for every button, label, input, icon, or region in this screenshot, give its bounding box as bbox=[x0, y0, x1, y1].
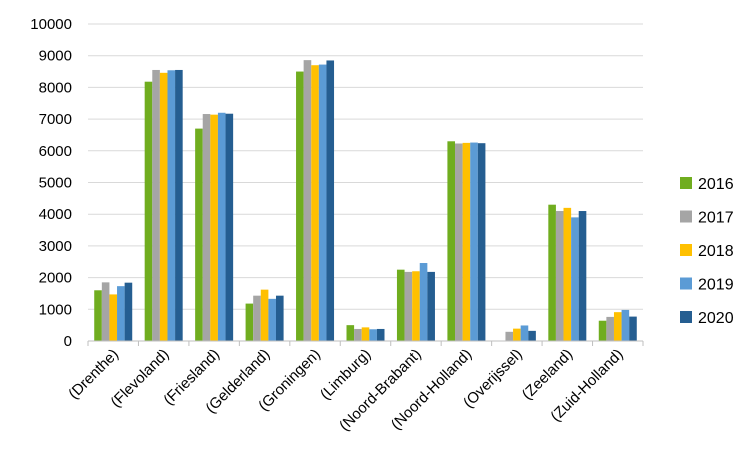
legend-swatch bbox=[680, 210, 692, 223]
bar-2020 bbox=[275, 295, 284, 341]
bar-2017 bbox=[202, 114, 211, 341]
legend-swatch bbox=[680, 244, 692, 256]
bar-2017 bbox=[404, 271, 413, 341]
bar-2016 bbox=[245, 303, 254, 341]
legend-label: 2017 bbox=[698, 210, 734, 227]
y-axis-tick-labels: 0 1000 2000 3000 4000 5000 6000 7000 8000 9000 100… bbox=[30, 16, 72, 350]
y-tick-label: 3000 bbox=[39, 238, 72, 255]
bar-2017 bbox=[354, 328, 362, 341]
bar-2018 bbox=[513, 328, 521, 341]
bar-2018 bbox=[412, 271, 420, 341]
legend-label: 2016 bbox=[698, 176, 734, 193]
y-tick-label: 1000 bbox=[39, 301, 72, 318]
bar-2016 bbox=[548, 204, 556, 341]
bar-2020 bbox=[427, 271, 435, 341]
legend-label: 2020 bbox=[698, 310, 734, 327]
y-tick-label: 10000 bbox=[30, 16, 72, 33]
bar-2018 bbox=[260, 289, 269, 341]
bar-2020 bbox=[528, 330, 536, 341]
bar-2019 bbox=[520, 325, 529, 341]
bar-2019 bbox=[318, 64, 327, 342]
bar-2019 bbox=[621, 309, 630, 341]
bar-2020 bbox=[124, 282, 133, 341]
y-tick-label: 6000 bbox=[39, 143, 72, 160]
x-axis-category-labels: (Drenthe)(Flevoland)(Friesland)(Gelderla… bbox=[65, 346, 626, 435]
bar-2020 bbox=[578, 211, 587, 341]
bar-2020 bbox=[225, 113, 234, 341]
bar-2020 bbox=[629, 316, 637, 341]
bar-2018 bbox=[210, 114, 218, 341]
legend-swatch bbox=[680, 277, 692, 290]
bar-2019 bbox=[167, 70, 176, 342]
bar-2017 bbox=[606, 316, 614, 341]
bar-2019 bbox=[217, 112, 226, 341]
legend-label: 2019 bbox=[698, 277, 734, 294]
bar-2019 bbox=[470, 142, 478, 341]
legend-swatch bbox=[680, 177, 692, 189]
bar-2019 bbox=[268, 298, 276, 341]
bar-2019 bbox=[117, 286, 125, 341]
bar-2020 bbox=[376, 328, 385, 341]
bar-2020 bbox=[326, 60, 335, 342]
bar-2020 bbox=[175, 69, 183, 341]
y-tick-label: 2000 bbox=[39, 270, 72, 287]
y-tick-label: 7000 bbox=[39, 111, 72, 128]
bar-2016 bbox=[296, 71, 304, 342]
bar-2019 bbox=[571, 217, 579, 341]
y-tick-label: 5000 bbox=[39, 175, 72, 192]
bar-2016 bbox=[94, 290, 102, 341]
bar-2016 bbox=[346, 325, 355, 341]
bar-2018 bbox=[563, 207, 572, 341]
bar-2018 bbox=[109, 294, 118, 341]
bar-2018 bbox=[613, 312, 622, 341]
bar-2018 bbox=[311, 65, 319, 342]
y-tick-label: 9000 bbox=[39, 48, 72, 65]
bar-2019 bbox=[369, 329, 377, 341]
bar-2017 bbox=[455, 143, 463, 341]
bars bbox=[87, 60, 644, 346]
bar-2018 bbox=[462, 142, 471, 341]
bar-2017 bbox=[152, 69, 160, 341]
bar-2018 bbox=[159, 72, 168, 342]
bar-2019 bbox=[419, 263, 428, 341]
legend: 2016 2017 2018 2019 2020 bbox=[680, 176, 734, 327]
bar-2017 bbox=[505, 331, 514, 341]
bar-2016 bbox=[396, 269, 405, 341]
bar-2016 bbox=[447, 141, 456, 341]
legend-swatch bbox=[680, 311, 692, 323]
y-tick-label: 0 bbox=[64, 333, 72, 350]
bar-2017 bbox=[253, 295, 261, 341]
y-tick-label: 4000 bbox=[39, 206, 72, 223]
bar-2016 bbox=[144, 81, 153, 341]
bar-2016 bbox=[598, 320, 607, 341]
bar-2017 bbox=[101, 282, 110, 341]
y-tick-label: 8000 bbox=[39, 79, 72, 96]
legend-label: 2018 bbox=[698, 243, 734, 260]
bar-2018 bbox=[361, 327, 370, 341]
bar-2016 bbox=[195, 128, 203, 341]
bar-2017 bbox=[303, 60, 312, 341]
bar-2017 bbox=[555, 211, 564, 341]
bar-2020 bbox=[477, 143, 486, 341]
